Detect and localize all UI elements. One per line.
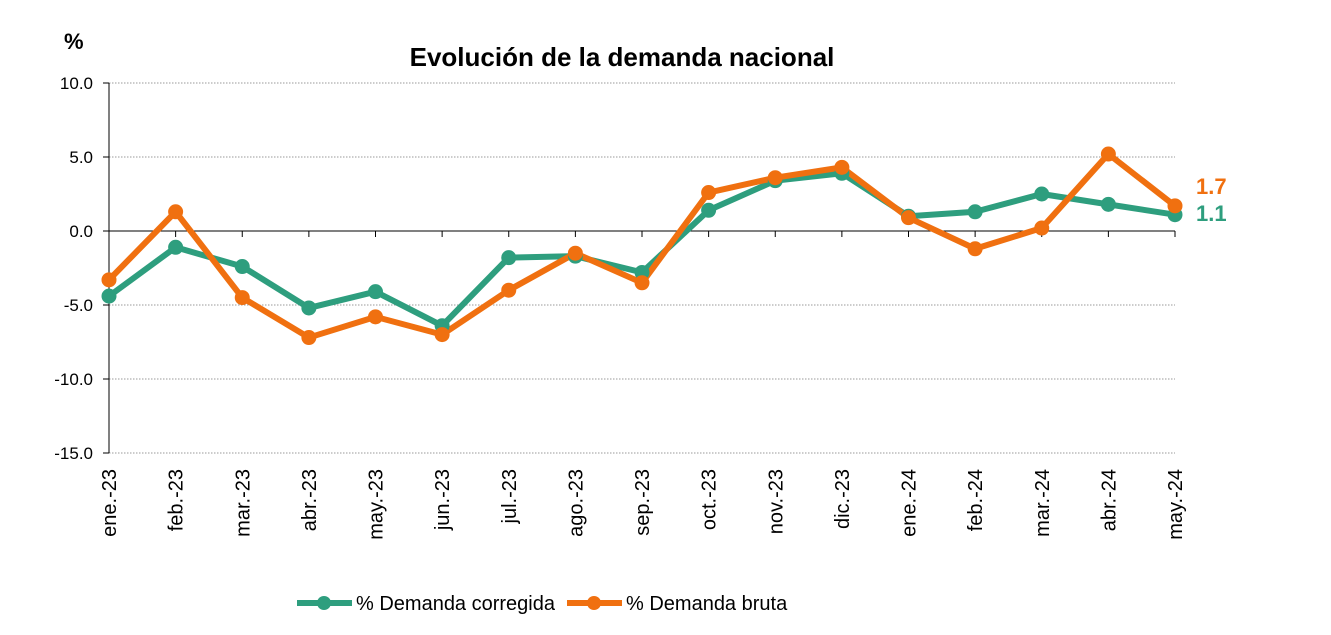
legend-marker bbox=[317, 596, 331, 610]
x-tick-label: may.-24 bbox=[1165, 469, 1187, 540]
data-point bbox=[168, 204, 184, 220]
data-point bbox=[967, 241, 983, 257]
x-tick-label: may.-23 bbox=[366, 469, 388, 540]
x-tick-label: feb.-23 bbox=[166, 469, 188, 531]
x-tick-label: oct.-23 bbox=[699, 469, 721, 530]
data-point bbox=[434, 327, 450, 343]
x-tick-label: sep.-23 bbox=[632, 469, 654, 536]
x-tick-label: feb.-24 bbox=[965, 469, 987, 531]
data-point bbox=[1034, 186, 1050, 202]
data-point bbox=[301, 300, 317, 316]
y-tick-label: 0.0 bbox=[69, 222, 93, 241]
data-point bbox=[101, 272, 117, 288]
y-tick-label: -10.0 bbox=[54, 370, 93, 389]
data-point bbox=[567, 245, 583, 261]
x-tick-label: abr.-24 bbox=[1098, 469, 1120, 531]
data-point bbox=[1167, 198, 1183, 214]
legend-label: % Demanda bruta bbox=[626, 593, 788, 615]
y-tick-label: 10.0 bbox=[60, 74, 93, 93]
legend-label: % Demanda corregida bbox=[356, 593, 556, 615]
x-tick-label: dic.-23 bbox=[832, 469, 854, 529]
y-axis-ticks: 10.0 5.0 0.0 -5.0 -10.0 -15.0 bbox=[54, 74, 109, 463]
y-axis-unit-label: % bbox=[64, 29, 84, 54]
series-line-2 bbox=[106, 151, 1177, 341]
data-point bbox=[1034, 220, 1050, 236]
data-point bbox=[501, 282, 517, 298]
data-point bbox=[967, 204, 983, 220]
x-tick-label: mar.-23 bbox=[232, 469, 254, 537]
x-tick-label: abr.-23 bbox=[299, 469, 321, 531]
data-point bbox=[168, 239, 184, 255]
data-point bbox=[301, 330, 317, 346]
x-tick-label: jun.-23 bbox=[432, 469, 454, 531]
x-tick-label: jul.-23 bbox=[499, 469, 521, 524]
x-tick-label: ene.-24 bbox=[899, 469, 921, 537]
x-tick-label: ago.-23 bbox=[565, 469, 587, 537]
data-point bbox=[634, 275, 650, 291]
x-tick-label: nov.-23 bbox=[765, 469, 787, 534]
data-point bbox=[901, 210, 916, 226]
y-tick-label: -15.0 bbox=[54, 444, 93, 463]
x-tick-label: mar.-24 bbox=[1032, 469, 1054, 537]
data-point bbox=[834, 159, 850, 175]
data-point bbox=[701, 202, 717, 218]
data-point bbox=[1100, 196, 1116, 212]
data-point bbox=[368, 284, 383, 300]
data-point bbox=[234, 259, 250, 275]
x-tick-label: ene.-23 bbox=[99, 469, 121, 537]
data-point bbox=[701, 185, 717, 201]
end-value-label: 1.7 bbox=[1196, 174, 1227, 199]
chart-title: Evolución de la demanda nacional bbox=[410, 42, 835, 72]
y-tick-label: 5.0 bbox=[69, 148, 93, 167]
series-layer: 1.11.7 bbox=[101, 146, 1227, 346]
legend-marker bbox=[587, 596, 601, 610]
data-point bbox=[101, 288, 117, 304]
data-point bbox=[368, 309, 383, 325]
data-point bbox=[234, 290, 250, 306]
x-axis-ticks: ene.-23 feb.-23 mar.-23 abr.-23 may.-23 jun.-… bbox=[99, 231, 1187, 540]
y-tick-label: -5.0 bbox=[64, 296, 93, 315]
series-line-1 bbox=[107, 170, 1176, 329]
data-point bbox=[1100, 146, 1116, 162]
end-value-label: 1.1 bbox=[1196, 201, 1227, 226]
data-point bbox=[767, 170, 783, 186]
legend: % Demanda corregida % Demanda bruta bbox=[297, 593, 788, 615]
data-point bbox=[501, 250, 517, 266]
